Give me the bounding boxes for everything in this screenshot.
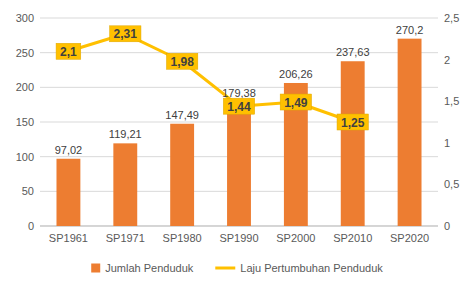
line-value-label: 2,1 [60,45,77,59]
x-tick-label: SP1980 [163,232,202,244]
y2-tick-label: 1 [444,137,450,149]
bar-label: 237,63 [336,46,370,58]
bar [170,124,194,226]
y2-tick-label: 2 [444,54,450,66]
line-value-label: 1,44 [227,100,251,114]
grid-line [40,18,438,19]
legend-item: Jumlah Penduduk [91,262,194,274]
line-label: 1,25 [337,114,368,130]
grid-line [40,52,438,53]
bar-label: 179,38 [222,87,256,99]
y2-tick [438,101,441,102]
y2-tick-label: 2,5 [444,12,459,24]
data-labels: 97,02 119,21 147,49 179,38 206,26 237,63 270,2… [55,24,424,156]
line-value-label: 1,49 [284,96,308,110]
y2-tick-label: 1,5 [444,95,459,107]
x-tick-label: SP1990 [219,232,258,244]
y2-tick [438,18,441,19]
y2-tick [438,226,441,227]
legend: Jumlah Penduduk Laju Pertumbuhan Penduduk [91,262,383,274]
line-label: 2,1 [56,43,81,59]
bar-label: 147,49 [165,109,199,121]
bar-label: 119,21 [109,128,142,140]
label-box [337,114,368,130]
line-label: 2,31 [110,26,141,42]
label-box [223,98,254,114]
bar [227,102,251,226]
x-tick-label: SP1971 [106,232,145,244]
legend-label: Laju Pertumbuhan Penduduk [240,262,383,274]
bar [341,61,365,226]
y2-tick-label: 0 [444,220,450,232]
label-box [110,26,141,42]
x-tick-label: SP1961 [49,232,88,244]
line [68,34,352,122]
line-value-label: 2,31 [114,27,138,41]
label-box [280,94,311,110]
x-tick-label: SP2010 [333,232,372,244]
y-tick-label: 250 [16,47,34,59]
y-tick-label: 50 [22,185,34,197]
x-tick-label: SP2000 [276,232,315,244]
legend-label: Jumlah Penduduk [105,262,194,274]
y-tick-label: 300 [16,12,34,24]
legend-swatch [215,267,235,270]
bar [398,39,422,226]
label-box [166,53,197,69]
plot-area [56,34,421,226]
y-tick-label: 0 [28,220,34,232]
bar-label: 97,02 [55,144,83,156]
bar-label: 270,2 [396,24,424,36]
line-label: 1,44 [223,98,254,114]
line-value-label: 1,98 [170,55,194,69]
bar [56,159,80,226]
y-tick-label: 200 [16,81,34,93]
label-box [56,43,81,59]
y-tick-label: 100 [16,151,34,163]
line-label: 1,98 [166,53,197,69]
x-tick-label: SP2020 [390,232,429,244]
bar-label: 206,26 [279,68,313,80]
y-tick-label: 150 [16,116,34,128]
legend-swatch [91,264,100,273]
bar [113,143,137,226]
bar [284,83,308,226]
line-value-label: 1,25 [341,116,365,130]
chart: 0 50 100 150 200 250 300 0 0,5 1 1,5 2 2,5 SP1961 SP19… [0,0,474,288]
y2-tick [438,59,441,60]
line-label: 1,49 [280,94,311,110]
legend-item: Laju Pertumbuhan Penduduk [215,262,383,274]
y2-tick-label: 0,5 [444,178,459,190]
y2-tick [438,142,441,143]
y2-tick [438,184,441,185]
